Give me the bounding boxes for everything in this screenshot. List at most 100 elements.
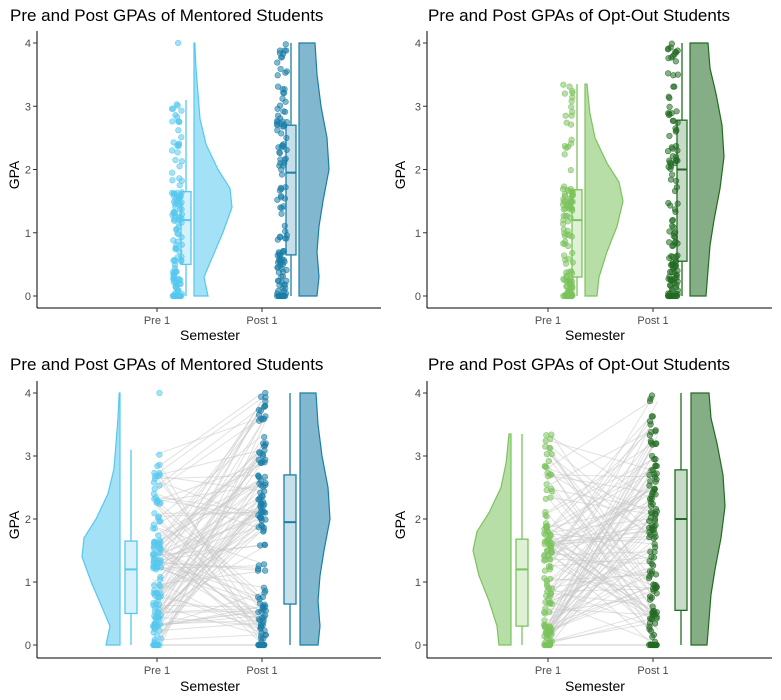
- data-point: [546, 444, 553, 451]
- data-point: [168, 147, 176, 154]
- data-point: [651, 620, 659, 627]
- paired-line: [160, 392, 263, 466]
- paired-line: [547, 573, 655, 621]
- paired-line: [153, 436, 261, 522]
- data-point: [283, 146, 290, 153]
- data-point: [564, 143, 572, 150]
- y-tick-label: 3: [415, 451, 421, 463]
- data-point: [260, 561, 268, 568]
- data-point: [262, 394, 269, 401]
- y-axis-title: GPA: [392, 160, 408, 189]
- paired-line: [158, 414, 266, 490]
- paired-line: [158, 616, 261, 626]
- data-point: [672, 238, 679, 245]
- data-point: [255, 594, 262, 601]
- x-tick-label: Pre 1: [144, 315, 170, 327]
- data-point: [671, 269, 678, 276]
- y-axis-title: GPA: [6, 510, 22, 539]
- y-tick-label: 4: [25, 388, 31, 400]
- x-tick-label: Post 1: [246, 315, 277, 327]
- data-point: [156, 621, 164, 628]
- paired-line: [157, 462, 265, 501]
- data-point: [281, 222, 288, 229]
- data-point: [282, 41, 289, 48]
- data-point: [276, 149, 283, 157]
- paired-line: [159, 482, 263, 578]
- data-point: [674, 71, 681, 78]
- paired-line: [154, 543, 261, 643]
- data-point: [564, 227, 571, 234]
- data-point: [155, 601, 163, 608]
- box-iqr: [676, 119, 688, 262]
- paired-line: [157, 503, 265, 617]
- data-point: [156, 471, 164, 478]
- data-point: [546, 471, 553, 478]
- paired-line: [152, 526, 260, 594]
- data-point: [155, 532, 162, 539]
- data-point: [274, 105, 281, 112]
- data-point: [673, 177, 680, 184]
- data-point: [652, 440, 659, 448]
- data-point: [646, 524, 653, 531]
- paired-line: [159, 592, 265, 631]
- data-point: [666, 94, 673, 102]
- paired-line: [157, 501, 260, 567]
- paired-line: [548, 538, 656, 545]
- data-point: [262, 456, 269, 463]
- x-tick-label: Post 1: [246, 665, 277, 677]
- data-point: [647, 641, 654, 648]
- chart-svg: Pre and Post GPAs of Mentored Students G…: [6, 6, 381, 343]
- paired-line: [158, 611, 266, 625]
- paired-line: [155, 493, 259, 529]
- data-point: [274, 196, 281, 203]
- data-point: [170, 198, 178, 205]
- data-point: [665, 110, 672, 117]
- data-point: [283, 134, 290, 141]
- data-point: [567, 214, 574, 221]
- data-point: [157, 573, 164, 581]
- data-point: [648, 392, 656, 399]
- data-point: [262, 587, 269, 594]
- paired-line: [154, 502, 265, 598]
- data-point: [257, 514, 264, 521]
- data-point: [169, 177, 176, 184]
- data-point: [559, 186, 567, 193]
- data-point: [646, 471, 653, 478]
- data-point: [666, 273, 673, 280]
- data-point: [255, 472, 262, 479]
- paired-line: [157, 410, 262, 542]
- data-point: [282, 184, 289, 191]
- data-point: [258, 614, 266, 622]
- data-point: [279, 86, 286, 93]
- density-cloud: [584, 83, 624, 297]
- data-point: [274, 59, 281, 66]
- data-point: [561, 252, 568, 259]
- data-point: [669, 217, 676, 224]
- data-point: [548, 585, 556, 592]
- y-tick-label: 2: [25, 165, 31, 177]
- data-point: [280, 108, 287, 115]
- data-point: [156, 482, 163, 489]
- data-point: [569, 108, 576, 116]
- data-point: [151, 636, 158, 644]
- data-point: [278, 171, 286, 178]
- data-point: [283, 68, 290, 75]
- data-point: [548, 451, 555, 458]
- data-point: [547, 494, 554, 501]
- paired-line: [546, 558, 650, 565]
- data-point: [173, 113, 181, 121]
- x-axis-title: Semester: [180, 327, 240, 343]
- data-point: [280, 247, 287, 255]
- data-point: [652, 427, 659, 434]
- data-point: [255, 562, 262, 569]
- y-tick-label: 0: [415, 640, 421, 652]
- data-point: [646, 623, 653, 630]
- data-point: [569, 94, 576, 101]
- paired-line: [549, 505, 652, 528]
- y-tick-label: 1: [25, 577, 31, 589]
- paired-line: [549, 440, 652, 471]
- data-point: [168, 105, 176, 112]
- data-point: [652, 582, 659, 589]
- data-point: [174, 149, 181, 156]
- paired-line: [160, 400, 262, 570]
